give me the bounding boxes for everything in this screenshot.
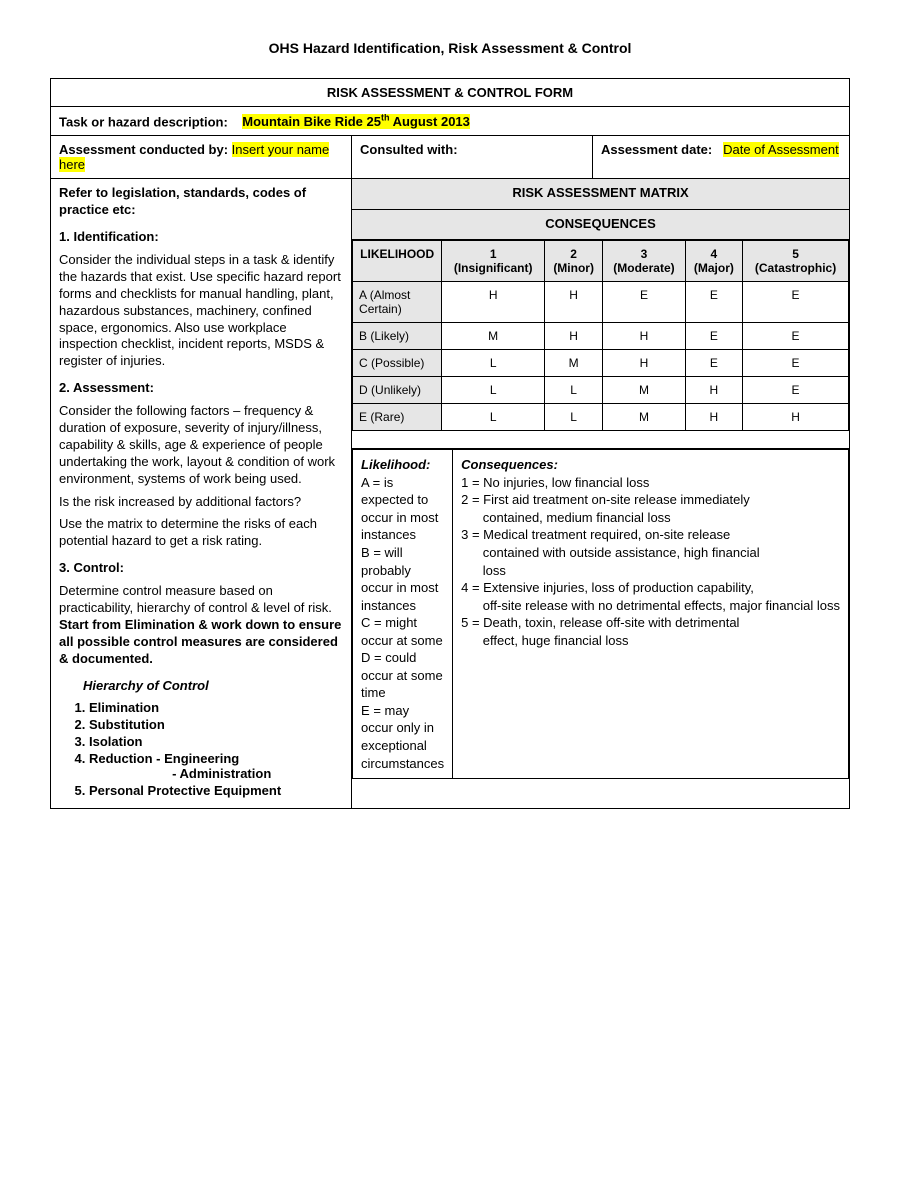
form-title: RISK ASSESSMENT & CONTROL FORM (51, 79, 850, 107)
hierarchy-title: Hierarchy of Control (83, 678, 343, 695)
conseq-col-header: 2(Minor) (545, 241, 603, 282)
matrix-cell: E (743, 282, 849, 323)
matrix-cell: E (685, 323, 742, 350)
likelihood-row-label: E (Rare) (353, 404, 442, 431)
matrix-cell: E (743, 323, 849, 350)
conseq-col-header: 3(Moderate) (603, 241, 685, 282)
matrix-cell: E (685, 282, 742, 323)
matrix-cell: H (442, 282, 545, 323)
likelihood-row-label: C (Possible) (353, 350, 442, 377)
legend-line: E = may occur only in exceptional circum… (361, 703, 444, 771)
likelihood-row-label: B (Likely) (353, 323, 442, 350)
legend-line: 3 = Medical treatment required, on-site … (461, 527, 730, 542)
matrix-cell: E (685, 350, 742, 377)
legend-line: loss (461, 563, 506, 578)
control-head: 3. Control: (59, 560, 343, 577)
hierarchy-item: Elimination (89, 700, 343, 715)
assess-body: Consider the following factors – frequen… (59, 403, 343, 487)
task-value: Mountain Bike Ride 25th August 2013 (242, 114, 470, 129)
conseq-col-header: 4(Major) (685, 241, 742, 282)
matrix-cell: L (442, 377, 545, 404)
matrix-cell: L (545, 404, 603, 431)
legend-line: contained, medium financial loss (461, 510, 671, 525)
assess-date-label: Assessment date: (601, 142, 712, 157)
assess-head: 2. Assessment: (59, 380, 343, 397)
matrix-cell: M (603, 377, 685, 404)
consulted-cell: Consulted with: (352, 136, 593, 179)
risk-form-table: RISK ASSESSMENT & CONTROL FORM Task or h… (50, 78, 850, 809)
matrix-cell: H (685, 404, 742, 431)
consequences-legend-title: Consequences: (461, 457, 558, 472)
assessed-by-label: Assessment conducted by: (59, 142, 228, 157)
matrix-cell: H (743, 404, 849, 431)
assess-date-value: Date of Assessment (723, 142, 839, 157)
matrix-cell: L (442, 350, 545, 377)
matrix-title: RISK ASSESSMENT MATRIX (352, 179, 850, 209)
legend-line: A = is expected to occur in most instanc… (361, 475, 438, 543)
assess-question: Is the risk increased by additional fact… (59, 494, 343, 511)
hierarchy-item: Personal Protective Equipment (89, 783, 343, 798)
likelihood-header: LIKELIHOOD (353, 241, 442, 282)
legend-line: 1 = No injuries, low financial loss (461, 475, 649, 490)
legend-line: 2 = First aid treatment on-site release … (461, 492, 750, 507)
legend-cell: Likelihood: A = is expected to occur in … (352, 449, 850, 809)
matrix-cell: M (603, 404, 685, 431)
legend-line: effect, huge financial loss (461, 633, 628, 648)
matrix-cell: E (743, 377, 849, 404)
likelihood-legend-title: Likelihood: (361, 457, 430, 472)
conseq-col-header: 5(Catastrophic) (743, 241, 849, 282)
matrix-cell: E (743, 350, 849, 377)
matrix-cell: H (685, 377, 742, 404)
consequences-legend: Consequences: 1 = No injuries, low finan… (453, 450, 849, 779)
ident-head: 1. Identification: (59, 229, 343, 246)
matrix-cell: LIKELIHOOD 1(Insignificant) 2(Minor) 3(M… (352, 240, 850, 449)
refer-text: Refer to legislation, standards, codes o… (59, 185, 343, 219)
hierarchy-item: Isolation (89, 734, 343, 749)
matrix-cell: H (545, 282, 603, 323)
assess-use: Use the matrix to determine the risks of… (59, 516, 343, 550)
task-row: Task or hazard description: Mountain Bik… (51, 107, 850, 136)
matrix-cell: H (545, 323, 603, 350)
assess-date-cell: Assessment date: Date of Assessment (592, 136, 849, 179)
hierarchy-item: Substitution (89, 717, 343, 732)
likelihood-row-label: A (Almost Certain) (353, 282, 442, 323)
matrix-cell: L (442, 404, 545, 431)
legend-line: C = might occur at some (361, 615, 443, 648)
hierarchy-item: Reduction - Engineering - Administration (89, 751, 343, 781)
hierarchy-list: Elimination Substitution Isolation Reduc… (89, 700, 343, 798)
consulted-label: Consulted with: (360, 142, 458, 157)
legend-line: B = will probably occur in most instance… (361, 545, 438, 613)
legend-line: off-site release with no detrimental eff… (461, 598, 840, 613)
legend-table: Likelihood: A = is expected to occur in … (352, 449, 849, 779)
control-body: Determine control measure based on pract… (59, 583, 343, 667)
likelihood-legend: Likelihood: A = is expected to occur in … (353, 450, 453, 779)
legend-line: D = could occur at some time (361, 650, 443, 700)
matrix-cell: M (442, 323, 545, 350)
legend-line: contained with outside assistance, high … (461, 545, 759, 560)
instructions-cell: Refer to legislation, standards, codes o… (51, 179, 352, 809)
legend-line: 5 = Death, toxin, release off-site with … (461, 615, 739, 630)
assessed-by-cell: Assessment conducted by: Insert your nam… (51, 136, 352, 179)
matrix-cell: H (603, 350, 685, 377)
matrix-cell: E (603, 282, 685, 323)
matrix-cell: H (603, 323, 685, 350)
conseq-col-header: 1(Insignificant) (442, 241, 545, 282)
legend-line: 4 = Extensive injuries, loss of producti… (461, 580, 754, 595)
risk-matrix: LIKELIHOOD 1(Insignificant) 2(Minor) 3(M… (352, 240, 849, 431)
page-title: OHS Hazard Identification, Risk Assessme… (50, 40, 850, 56)
consequences-title: CONSEQUENCES (352, 209, 850, 239)
ident-body: Consider the individual steps in a task … (59, 252, 343, 370)
task-label: Task or hazard description: (59, 114, 228, 129)
likelihood-row-label: D (Unlikely) (353, 377, 442, 404)
matrix-cell: L (545, 377, 603, 404)
matrix-cell: M (545, 350, 603, 377)
